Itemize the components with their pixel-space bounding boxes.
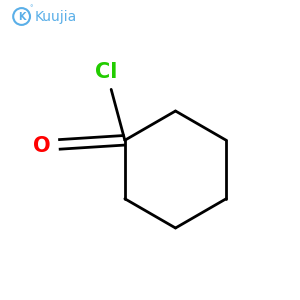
Text: K: K [18,11,25,22]
Text: Cl: Cl [95,62,118,82]
Text: °: ° [30,5,33,11]
Text: Kuujia: Kuujia [34,10,77,23]
Text: O: O [33,136,51,155]
